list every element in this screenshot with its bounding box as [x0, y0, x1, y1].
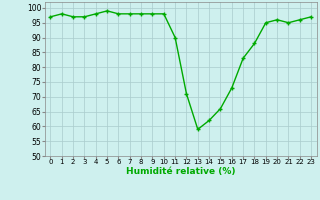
X-axis label: Humidité relative (%): Humidité relative (%): [126, 167, 236, 176]
